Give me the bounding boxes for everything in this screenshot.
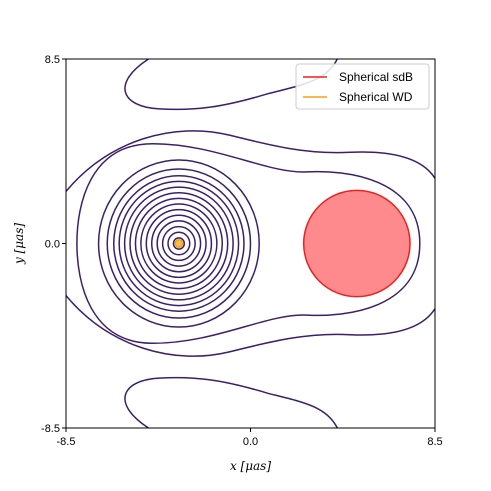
- contour-ring-11: [113, 175, 245, 312]
- contour-ring-1: [167, 231, 191, 256]
- contour-ring-13: [97, 159, 260, 328]
- y-tick-label-1: 0.0: [45, 239, 60, 251]
- contour-lines: [66, 59, 435, 428]
- axis-ticks: -8.5 0.0 8.5 -8.5 0.0 8.5: [41, 54, 443, 448]
- x-tick-label-0: -8.5: [57, 436, 76, 448]
- contour-outer-0: [76, 142, 421, 345]
- contour-ring-6: [140, 203, 218, 284]
- contour-outer-2: [66, 295, 435, 357]
- contour-ring-3: [156, 220, 202, 267]
- legend-box: [295, 63, 430, 110]
- x-tick-label-2: 8.5: [427, 436, 442, 448]
- contour-ring-8: [129, 191, 229, 296]
- contour-ring-4: [150, 214, 207, 273]
- contour-ring-10: [118, 180, 240, 307]
- contour-ring-0: [172, 237, 186, 250]
- series-layer: [174, 189, 411, 298]
- contour-outer-4: [124, 376, 338, 428]
- contour-ring-9: [123, 186, 234, 301]
- contour-ring-7: [134, 197, 224, 290]
- legend: Spherical sdB Spherical WD: [295, 63, 430, 110]
- legend-label-wd: Spherical WD: [339, 90, 413, 104]
- series-circle-0: [302, 189, 411, 298]
- series-circle-1: [174, 239, 184, 248]
- legend-label-sdb: Spherical sdB: [339, 70, 413, 84]
- contour-ring-12: [106, 168, 252, 319]
- y-axis-label: y [μas]: [12, 223, 26, 265]
- contour-ring-2: [161, 225, 196, 262]
- y-tick-label-0: -8.5: [41, 423, 60, 435]
- x-axis-label: x [μas]: [230, 459, 271, 473]
- contour-outer-1: [66, 130, 435, 192]
- contour-ring-5: [145, 208, 213, 279]
- x-tick-label-1: 0.0: [243, 436, 258, 448]
- y-tick-label-2: 8.5: [45, 54, 60, 66]
